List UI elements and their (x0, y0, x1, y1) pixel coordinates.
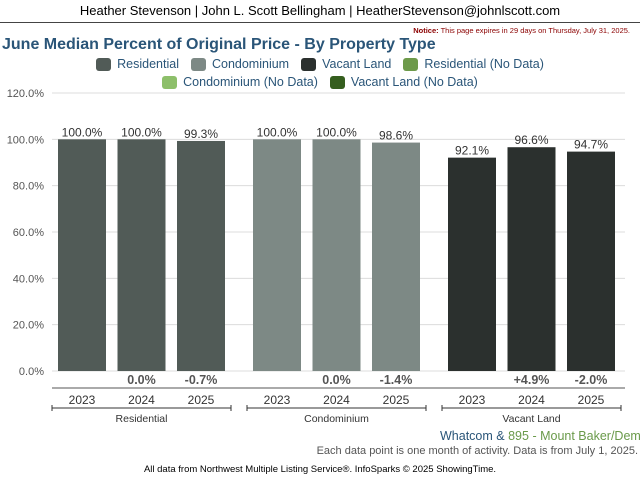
legend-item[interactable]: Residential (96, 56, 179, 72)
bar-value-label: 96.6% (514, 133, 548, 147)
x-tick-label: 2024 (518, 393, 545, 407)
group-label: Residential (116, 413, 168, 425)
legend-swatch (96, 57, 112, 71)
group-label: Condominium (304, 413, 369, 425)
legend-swatch (162, 75, 178, 89)
bar-value-label: 100.0% (62, 125, 103, 139)
legend-item[interactable]: Condominium (190, 56, 290, 72)
x-tick-label: 2024 (128, 393, 155, 407)
report-header: Heather Stevenson | John L. Scott Bellin… (0, 0, 640, 23)
bar (117, 139, 166, 371)
x-tick-label: 2025 (578, 393, 605, 407)
header-text: Heather Stevenson | John L. Scott Bellin… (79, 3, 561, 18)
x-tick-label: 2023 (459, 393, 486, 407)
legend-item[interactable]: Vacant Land (No Data) (329, 74, 478, 90)
legend-label: Residential (117, 57, 179, 71)
footer-credit: All data from Northwest Multiple Listing… (143, 464, 497, 475)
legend-swatch (403, 57, 419, 71)
change-label: -0.7% (185, 373, 218, 387)
bar-value-label: 98.6% (379, 129, 413, 143)
region-subarea: 895 - Mount Baker/Deming (508, 429, 640, 443)
chart-legend: Residential Condominium Vacant Land Residen… (0, 56, 640, 90)
x-tick-label: 2025 (188, 393, 215, 407)
x-tick-label: 2024 (323, 393, 350, 407)
expiry-notice: Notice: This page expires in 29 days on … (413, 26, 630, 35)
legend-swatch (301, 57, 317, 71)
change-label: -2.0% (575, 373, 608, 387)
legend-label: Condominium (211, 57, 290, 71)
region-label: Whatcom & 895 - Mount Baker/Deming (440, 429, 640, 443)
legend-row: Condominium (No Data) Vacant Land (No Dat… (0, 74, 640, 90)
x-tick-label: 2025 (383, 393, 410, 407)
y-tick-label: 40.0% (13, 273, 44, 285)
y-tick-label: 100.0% (7, 134, 45, 146)
x-tick-label: 2023 (69, 393, 96, 407)
bar (448, 157, 496, 371)
change-label: -1.4% (380, 373, 413, 387)
bar (253, 139, 301, 371)
legend-label: Condominium (No Data) (183, 75, 318, 89)
y-tick-label: 80.0% (13, 181, 44, 193)
bar (372, 142, 420, 371)
bar-chart: 0.0% 20.0% 40.0% 60.0% 80.0% 100.0% 120.0% 100.… (7, 88, 625, 425)
legend-item[interactable]: Condominium (No Data) (162, 74, 318, 90)
bar (58, 139, 106, 371)
bar (312, 139, 361, 371)
bar (507, 147, 556, 371)
bar (177, 140, 225, 371)
change-label: +4.9% (514, 373, 550, 387)
legend-swatch (329, 75, 345, 89)
x-tick-label: 2023 (264, 393, 291, 407)
bar-value-label: 94.7% (574, 138, 608, 152)
region-area: Whatcom (440, 429, 493, 443)
y-tick-label: 20.0% (13, 320, 44, 332)
legend-row: Residential Condominium Vacant Land Residen… (0, 56, 640, 72)
bar-value-label: 92.1% (455, 144, 489, 158)
change-label: 0.0% (322, 373, 351, 387)
group-label: Vacant Land (502, 413, 560, 425)
bar-value-label: 100.0% (316, 125, 357, 139)
bar-value-label: 100.0% (257, 125, 298, 139)
data-note: Each data point is one month of activity… (316, 445, 638, 457)
change-label: 0.0% (127, 373, 156, 387)
legend-item[interactable]: Vacant Land (301, 56, 391, 72)
bar-value-label: 99.3% (184, 127, 218, 141)
region-amp: & (496, 429, 505, 443)
notice-text: This page expires in 29 days on Thursday… (440, 26, 630, 35)
legend-label: Residential (No Data) (424, 57, 544, 71)
bar (567, 151, 615, 371)
chart-title: June Median Percent of Original Price - … (2, 36, 436, 53)
legend-label: Vacant Land (No Data) (350, 75, 478, 89)
notice-label: Notice: (413, 26, 439, 35)
legend-label: Vacant Land (322, 57, 392, 71)
y-tick-label: 60.0% (13, 227, 44, 239)
y-tick-label: 0.0% (19, 366, 44, 378)
bar-value-label: 100.0% (121, 125, 162, 139)
legend-item[interactable]: Residential (No Data) (403, 56, 544, 72)
y-tick-label: 120.0% (7, 88, 45, 100)
legend-swatch (190, 57, 206, 71)
